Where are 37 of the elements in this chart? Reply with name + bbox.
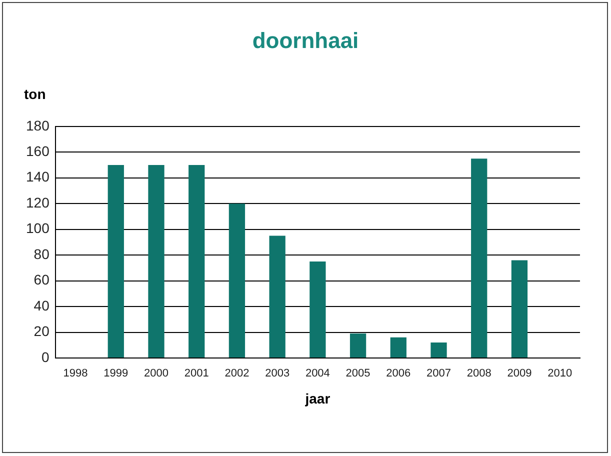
x-tick-label: 2000	[144, 368, 168, 380]
bar	[310, 262, 326, 358]
bar	[108, 165, 124, 358]
y-axis-title: ton	[24, 86, 46, 102]
x-tick-label: 1999	[104, 368, 128, 380]
x-tick-label: 2007	[426, 368, 451, 380]
y-tick-label: 140	[26, 168, 50, 185]
y-tick-label: 0	[42, 348, 50, 365]
y-tick-label: 100	[26, 220, 50, 236]
y-tick-label: 20	[34, 323, 50, 340]
x-tick-label: 2003	[265, 368, 290, 380]
bar	[390, 337, 406, 358]
x-tick-label: 2001	[184, 368, 209, 380]
x-axis-title: jaar	[304, 390, 331, 406]
x-tick-label: 2005	[346, 368, 370, 380]
x-tick-label: 1998	[63, 368, 88, 380]
bar	[511, 260, 528, 358]
bar	[188, 165, 205, 358]
bar	[148, 165, 164, 358]
x-tick-label: 2006	[386, 368, 411, 380]
x-tick-label: 2002	[224, 368, 250, 380]
y-tick-label: 180	[26, 117, 50, 134]
y-tick-label: 60	[34, 272, 50, 288]
bar	[350, 334, 366, 358]
y-tick-label: 160	[26, 142, 50, 159]
bar	[269, 236, 286, 358]
x-tick-label: 2004	[305, 368, 330, 380]
bar	[471, 158, 488, 358]
x-tick-label: 2010	[548, 368, 572, 380]
y-tick-label: 80	[34, 246, 50, 262]
bar	[430, 342, 447, 358]
y-tick-label: 40	[34, 297, 50, 314]
y-tick-label: 120	[26, 194, 50, 210]
bar	[228, 204, 246, 358]
x-tick-label: 2008	[466, 368, 492, 380]
x-tick-label: 2009	[507, 368, 532, 380]
chart-title: doornhaai	[251, 28, 360, 54]
